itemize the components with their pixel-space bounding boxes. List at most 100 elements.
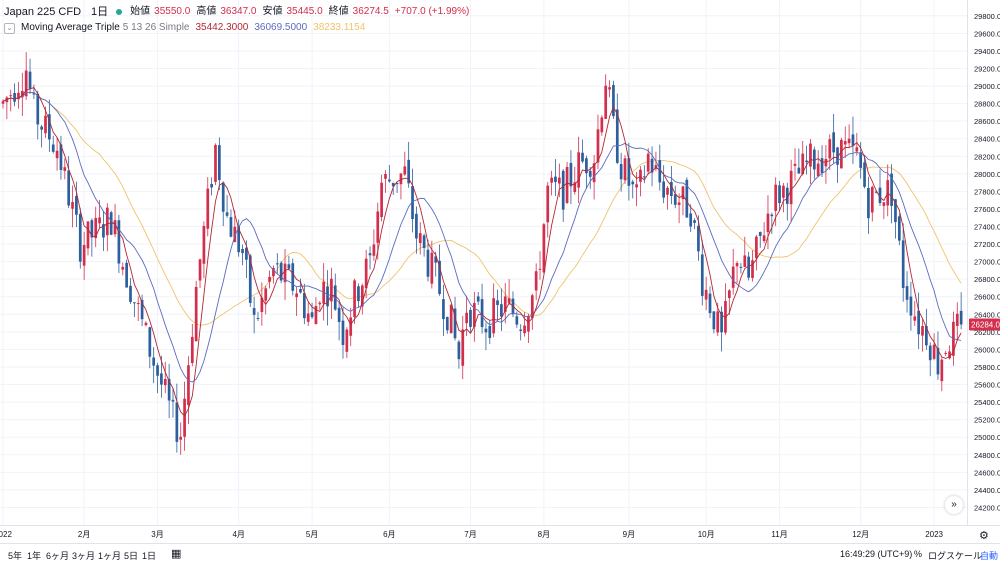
double-chevron-right-icon[interactable]: » [945,496,963,514]
candle [928,342,932,377]
candle [770,212,774,234]
candle [507,279,511,306]
range-5d-button[interactable]: 5日 [124,551,139,561]
candle-body [415,213,418,239]
candle [700,239,704,306]
range-3m-button[interactable]: 3ヶ月 [72,551,96,561]
candle-body [102,224,105,238]
candle [867,176,870,234]
candle-body [376,211,380,243]
indicator-name[interactable]: Moving Average Triple [21,22,120,33]
candle-body [279,262,283,281]
candle [708,286,712,319]
candle [785,182,789,221]
price-tick-label: 29600.0 [974,29,1000,38]
candle [9,89,13,112]
candle-body [581,152,584,162]
candle [330,267,333,320]
auto-scale-toggle[interactable]: 自動 [980,551,999,561]
candle-body [731,266,735,288]
candle [797,148,801,174]
candle [287,255,291,271]
candle-body [71,202,74,209]
calendar-range-icon[interactable]: ▦ [171,548,182,560]
candle-body [700,254,704,296]
bottom-toolbar: 5年 1年 6ヶ月 3ヶ月 1ヶ月 5日 1日 ▦ 16:49:29 (UTC+… [0,543,1000,564]
candle-body [538,268,542,270]
candle [268,270,271,289]
candle [133,302,136,318]
candle [337,302,341,341]
low-value: 35445.0 [286,6,323,17]
candle-body [125,262,128,288]
candle-body [86,221,90,249]
range-6m-button[interactable]: 6ヶ月 [46,551,70,561]
candle-body [727,290,731,299]
candle-body [670,181,673,197]
range-1y-button[interactable]: 1年 [27,551,42,561]
price-chart[interactable]: 24200.0 24400.0 24600.0 24800.0 25000.0 25200… [0,0,1000,543]
candle [959,292,963,330]
candle [897,213,901,246]
log-scale-toggle[interactable]: ログスケール [928,551,983,561]
candle-body [859,152,863,168]
range-5y-button[interactable]: 5年 [8,551,23,561]
price-axis[interactable]: 24200.0 24400.0 24600.0 24800.0 25000.0 25200… [974,12,1000,513]
time-axis[interactable]: 2022 2月 3月 4月 5月 6月 7月 8月 9月 10月 11月 12月 2023 [0,530,944,539]
symbol-name[interactable]: Japan 225 CFD [4,6,82,18]
candle [206,177,210,237]
time-tick-label: 10月 [698,530,715,539]
chevron-down-icon[interactable]: ⌄ [4,22,15,34]
candle [789,159,793,223]
candle-body [407,159,411,184]
candle [496,289,499,321]
candle-body [554,176,557,183]
candle [148,326,152,369]
candle-body [561,170,565,210]
candle-body [187,365,190,405]
candle [198,258,202,288]
candle [241,244,244,266]
candle [144,321,148,327]
candle [187,356,190,425]
candle-body [743,255,747,267]
candle-body [306,313,310,322]
candle [275,253,279,275]
range-1m-button[interactable]: 1ヶ月 [98,551,122,561]
candle-body [697,225,700,252]
range-1d-button[interactable]: 1日 [142,551,157,561]
candle [693,218,696,230]
candle-body [778,185,781,204]
candle-body [735,263,739,267]
candle-body [237,226,241,253]
percent-toggle[interactable]: % [914,549,923,559]
candle-body [569,162,573,187]
candle-body [673,194,677,205]
candle [615,93,619,165]
candle-body [136,302,140,304]
candle [63,158,67,180]
candle [604,74,608,119]
candle-body [936,347,940,375]
candle-body [666,187,669,195]
candle-body [156,365,159,376]
candle [36,90,40,140]
candle [921,318,924,352]
candle-body [704,289,708,300]
candle-body [152,357,156,366]
ma-13-value: 36069.5000 [254,22,308,33]
gear-icon[interactable]: ⚙ [979,530,989,542]
candle [936,331,940,380]
candle [395,182,399,193]
candle [129,278,132,305]
candle [530,293,534,330]
candle-body [870,186,874,213]
candle-body [163,379,167,386]
candle [256,311,260,322]
symbol-interval[interactable]: 1日 [91,6,109,18]
candle [635,171,638,207]
candle-body [646,153,650,172]
clock-display[interactable]: 16:49:29 (UTC+9) [840,549,913,559]
candle [542,222,546,275]
candle-body [403,166,407,175]
